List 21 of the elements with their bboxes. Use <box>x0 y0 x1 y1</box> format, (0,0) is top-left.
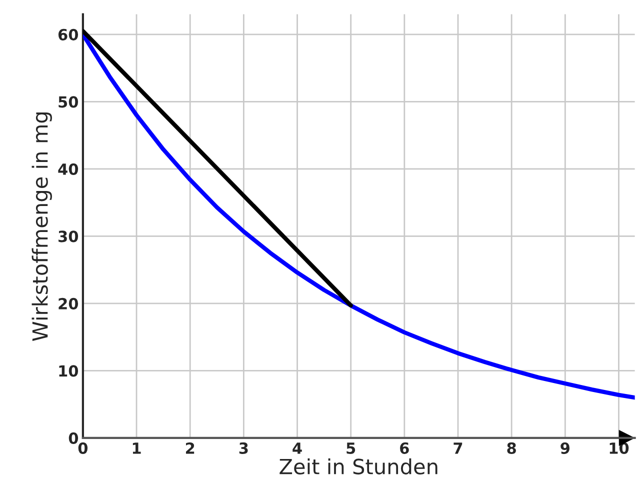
x-tick-label: 7 <box>454 442 462 454</box>
y-tick-label: 30 <box>58 230 78 242</box>
x-tick-label: 10 <box>610 442 629 454</box>
y-tick-label: 20 <box>58 298 78 310</box>
x-tick-label: 2 <box>186 442 194 454</box>
x-tick-label: 8 <box>507 442 516 454</box>
y-tick-label: 60 <box>58 28 78 40</box>
x-tick-label: 0 <box>78 442 88 454</box>
x-tick-label: 6 <box>400 442 409 454</box>
y-tick-label: 50 <box>58 96 78 108</box>
x-axis-title: Zeit in Stunden <box>280 458 438 474</box>
x-tick-label: 9 <box>560 442 570 454</box>
x-tick-label: 3 <box>239 442 248 454</box>
y-tick-label: 40 <box>58 163 78 175</box>
line-series <box>82 32 635 400</box>
x-tick-label: 5 <box>346 442 356 454</box>
y-axis-title: Wirkstoffmenge in mg <box>32 112 52 341</box>
x-tick-label: 4 <box>292 442 302 454</box>
y-tick-label: 0 <box>68 432 78 444</box>
y-tick-label: 10 <box>59 365 78 377</box>
x-tick-label: 1 <box>132 442 141 454</box>
